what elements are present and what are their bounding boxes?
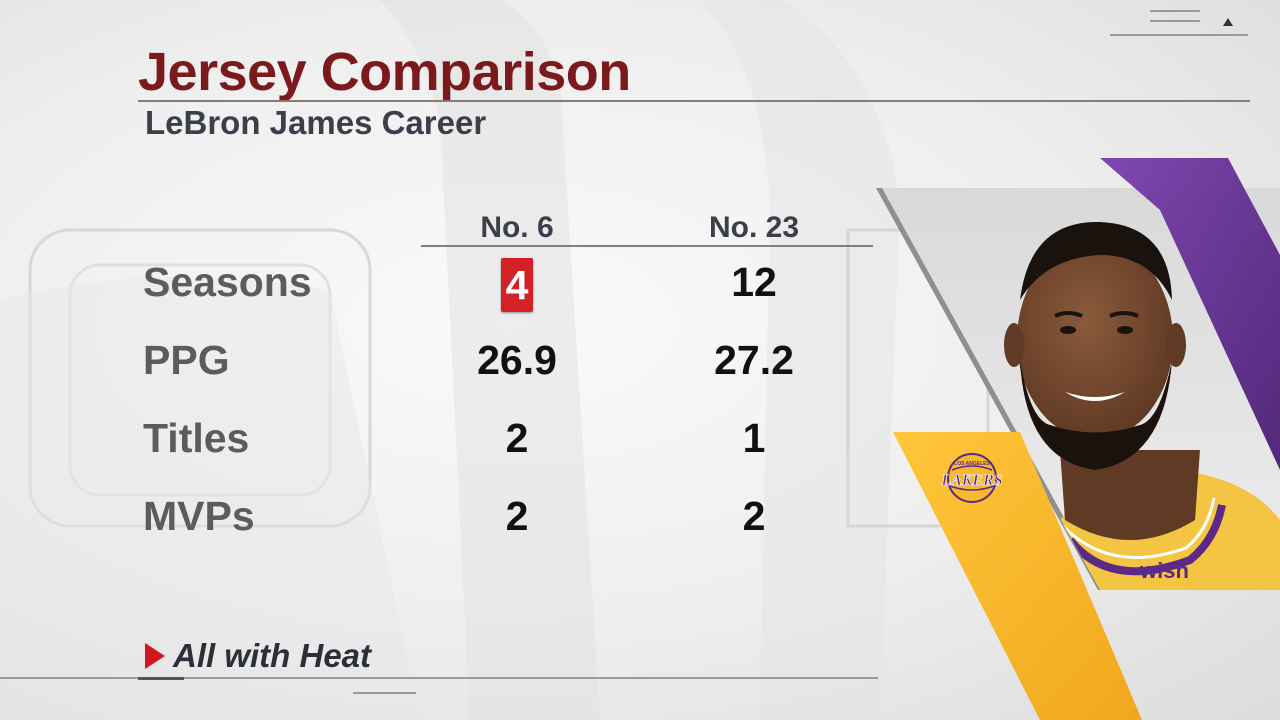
cell-titles-no23: 1	[742, 415, 766, 461]
cell-seasons-no6: 4	[437, 258, 597, 312]
column-header-no23: No. 23	[708, 211, 800, 244]
menu-icon[interactable]	[1150, 10, 1200, 30]
column-header-no6: No. 6	[480, 211, 554, 244]
logo-top-text: LOS ANGELES	[954, 461, 990, 467]
top-divider	[1110, 34, 1248, 36]
cell-ppg-no6: 26.9	[477, 337, 557, 383]
footnote-text: All with Heat	[173, 637, 372, 674]
graphic-subtitle: LeBron James Career	[145, 104, 487, 141]
column-header-divider	[421, 245, 873, 247]
bottom-divider-accent	[138, 677, 184, 680]
logo-main-text: LAKERS	[940, 472, 1002, 489]
caret-up-icon[interactable]	[1223, 18, 1233, 26]
red-triangle-icon	[145, 643, 165, 669]
lakers-logo: LOS ANGELES LAKERS	[940, 453, 1003, 503]
row-label-seasons: Seasons	[143, 259, 312, 305]
row-label-ppg: PPG	[143, 337, 230, 383]
row-label-titles: Titles	[143, 415, 250, 461]
cell-mvps-no23: 2	[742, 493, 766, 539]
cell-titles-no6: 2	[505, 415, 529, 461]
graphic-title: Jersey Comparison	[138, 42, 631, 102]
row-label-mvps: MVPs	[143, 493, 255, 539]
highlight-badge: 4	[500, 258, 534, 312]
jersey-sponsor-text: wish	[1139, 558, 1189, 583]
bottom-divider-short	[353, 692, 416, 694]
bottom-divider	[0, 677, 878, 679]
cell-seasons-no23: 12	[731, 259, 777, 305]
cell-ppg-no23: 27.2	[714, 337, 794, 383]
player-photo: wish	[1004, 221, 1280, 590]
title-divider	[138, 100, 1250, 102]
cell-mvps-no6: 2	[505, 493, 529, 539]
footnote: All with Heat	[145, 636, 371, 676]
